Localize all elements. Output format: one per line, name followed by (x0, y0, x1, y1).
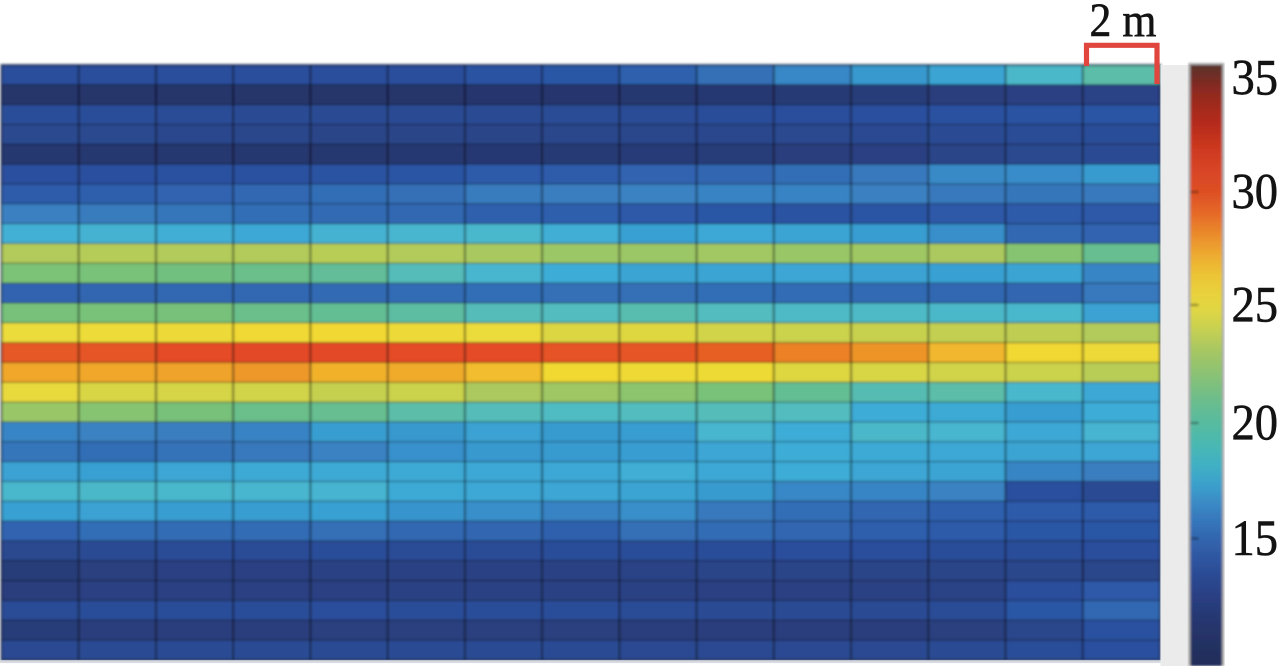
svg-text:2 m: 2 m (1090, 0, 1157, 46)
svg-text:25: 25 (1232, 277, 1279, 333)
svg-text:15: 15 (1232, 510, 1279, 566)
svg-text:20: 20 (1232, 395, 1279, 451)
svg-text:35: 35 (1232, 50, 1279, 106)
svg-text:30: 30 (1232, 164, 1279, 220)
